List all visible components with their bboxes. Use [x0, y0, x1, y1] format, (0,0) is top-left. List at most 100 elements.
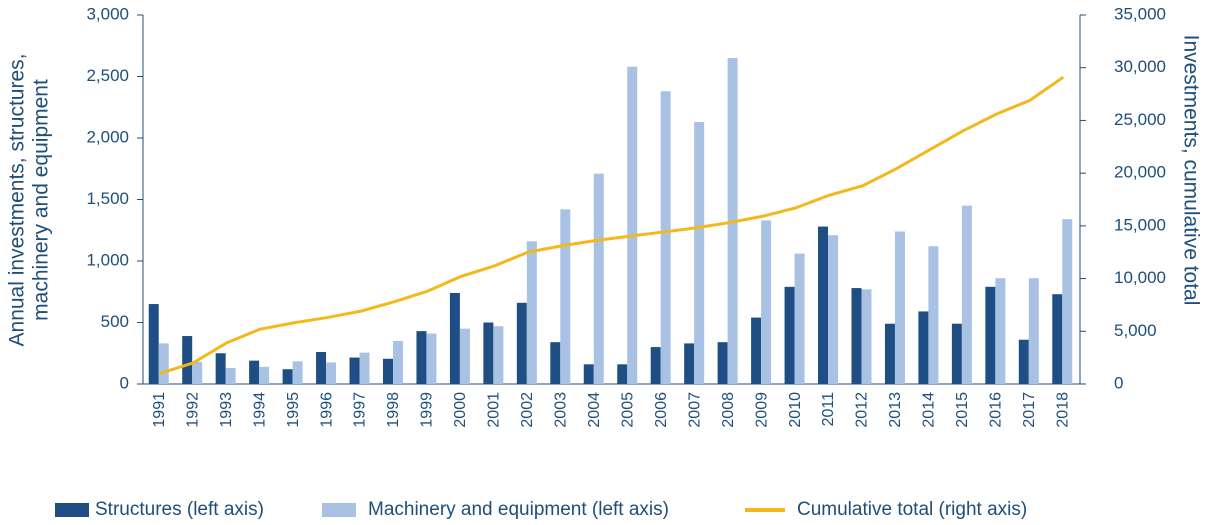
bar [416, 331, 427, 384]
bar [650, 347, 661, 384]
x-tick-label: 2014 [921, 392, 938, 428]
line [159, 75, 1065, 375]
bar [751, 317, 762, 384]
legend-swatch [322, 503, 356, 517]
y2-tick-label: 35,000 [1114, 4, 1166, 23]
x-tick-label: 2012 [854, 392, 871, 428]
legend-swatch [55, 503, 89, 517]
x-tick-label: 1997 [352, 392, 369, 428]
y2-tick-label: 20,000 [1114, 163, 1166, 182]
bar [694, 122, 705, 384]
y2-tick-label: 5,000 [1114, 321, 1157, 340]
bar [392, 340, 403, 384]
bar [784, 286, 795, 384]
bar [1028, 278, 1039, 384]
x-tick-label: 2007 [686, 392, 703, 428]
x-tick-label: 2015 [954, 392, 971, 428]
bar [192, 361, 203, 384]
bar [215, 353, 226, 384]
legend-label: Machinery and equipment (left axis) [368, 499, 669, 520]
x-tick-label: 2005 [619, 392, 636, 428]
bar [761, 220, 772, 384]
bar [828, 235, 839, 384]
bar [684, 343, 695, 384]
bar [349, 357, 360, 384]
bar [182, 336, 193, 384]
bar [516, 302, 527, 384]
y-tick-label: 500 [101, 312, 129, 331]
bar [851, 288, 862, 384]
x-tick-label: 2010 [787, 392, 804, 428]
bar [951, 323, 962, 384]
x-tick-label: 1999 [419, 392, 436, 428]
y2-tick-label: 0 [1114, 373, 1123, 392]
x-tick-label: 2004 [586, 392, 603, 428]
y-axis-label: machinery and equipment [30, 79, 53, 321]
x-tick-label: 2001 [486, 392, 503, 428]
bar [426, 333, 437, 384]
bar [961, 205, 972, 384]
bar [894, 231, 905, 384]
bar [326, 362, 337, 384]
x-tick-label: 2018 [1054, 392, 1071, 428]
x-tick-label: 1998 [385, 392, 402, 428]
bar [158, 343, 169, 384]
x-tick-label: 2009 [753, 392, 770, 428]
bar [316, 352, 327, 384]
bar [359, 352, 370, 384]
x-tick-label: 1993 [218, 392, 235, 428]
x-tick-label: 1995 [285, 392, 302, 428]
y-axis-label: Annual investments, structures, [6, 54, 29, 347]
x-tick-label: 2011 [820, 392, 837, 427]
bar [449, 292, 460, 384]
y-tick-label: 1,000 [86, 250, 129, 269]
bar [918, 311, 929, 384]
bar [282, 369, 293, 384]
x-tick-label: 2002 [519, 392, 536, 428]
bar [483, 322, 494, 384]
bar [382, 358, 393, 384]
y-tick-label: 3,000 [86, 4, 129, 23]
bar [617, 364, 628, 384]
bar [861, 289, 872, 384]
y2-tick-label: 30,000 [1114, 57, 1166, 76]
bar [550, 342, 561, 384]
bar [884, 323, 895, 384]
bar [818, 226, 829, 384]
y-tick-label: 1,500 [86, 189, 129, 208]
x-tick-label: 1994 [251, 392, 268, 428]
bar [259, 366, 270, 384]
y-tick-label: 2,000 [86, 127, 129, 146]
x-tick-label: 2008 [720, 392, 737, 428]
bar [717, 342, 728, 384]
bar [593, 173, 604, 384]
y2-tick-label: 15,000 [1114, 215, 1166, 234]
bar [526, 241, 537, 384]
x-tick-label: 2016 [988, 392, 1005, 428]
bar [292, 361, 303, 384]
x-tick-label: 2006 [653, 392, 670, 428]
x-tick-label: 2000 [452, 392, 469, 428]
bar [493, 326, 504, 384]
y2-axis-label: Investments, cumulative total [1179, 35, 1202, 306]
x-tick-label: 2003 [553, 392, 570, 428]
bar [995, 278, 1006, 384]
bar [1052, 294, 1063, 384]
y-tick-label: 0 [120, 373, 129, 392]
bar [985, 286, 996, 384]
x-tick-label: 2017 [1021, 392, 1038, 428]
bar [560, 209, 571, 384]
x-tick-label: 1996 [318, 392, 335, 428]
x-tick-label: 1991 [151, 392, 168, 428]
legend-label: Cumulative total (right axis) [797, 499, 1027, 520]
bar [459, 328, 470, 384]
x-tick-label: 1992 [184, 392, 201, 428]
bar [794, 253, 805, 384]
bar [583, 364, 594, 384]
y-tick-label: 2,500 [86, 66, 129, 85]
bar [249, 360, 260, 384]
bar [1062, 219, 1073, 384]
bar [1018, 339, 1029, 384]
bar [660, 91, 671, 384]
